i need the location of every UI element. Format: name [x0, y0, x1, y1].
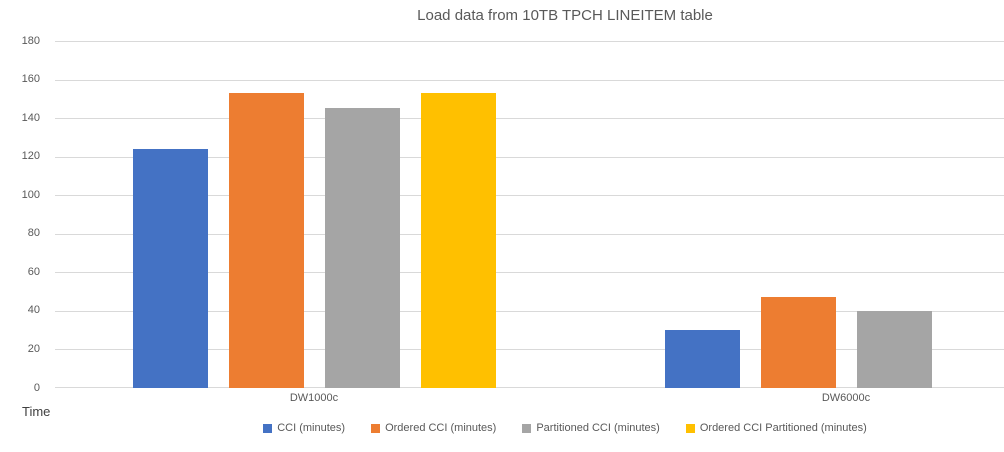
x-tick-label-dw1000c: DW1000c: [289, 392, 339, 404]
legend: CCI (minutes) Ordered CCI (minutes) Partit…: [126, 422, 1004, 434]
legend-label: Partitioned CCI (minutes): [536, 422, 660, 434]
gridline: [55, 272, 1004, 274]
y-tick-label: 100: [21, 188, 40, 201]
gridline: [55, 233, 1004, 235]
gridline: [55, 79, 1004, 81]
x-tick-label-dw6000c: DW6000c: [821, 392, 871, 404]
gridline: [55, 118, 1004, 120]
gridline: [55, 349, 1004, 351]
legend-swatch-icon: [685, 423, 695, 433]
y-tick-label: 160: [21, 73, 40, 86]
y-tick-label: 140: [21, 111, 40, 124]
axis-title-time: Time: [22, 404, 51, 419]
legend-label: Ordered CCI Partitioned (minutes): [699, 422, 867, 434]
gridline: [55, 41, 1004, 42]
legend-item-ordered-cci-partitioned-minutes: Ordered CCI Partitioned (minutes): [685, 422, 867, 434]
y-tick-label: 40: [27, 304, 40, 317]
bar-dw1000c-cci-minutes: [132, 148, 208, 388]
legend-swatch-icon: [522, 423, 532, 433]
gridline: [55, 387, 1004, 388]
legend-item-ordered-cci-minutes: Ordered CCI (minutes): [371, 422, 496, 434]
bar-dw1000c-ordered-cci-minutes: [228, 93, 304, 388]
gridline: [55, 310, 1004, 312]
gridline: [55, 195, 1004, 197]
legend-swatch-icon: [371, 423, 381, 433]
bar-dw6000c-partitioned-cci-minutes: [856, 310, 932, 388]
plot-area: [55, 41, 1004, 388]
y-tick-label: 60: [27, 265, 40, 278]
legend-item-partitioned-cci-minutes: Partitioned CCI (minutes): [522, 422, 660, 434]
legend-label: CCI (minutes): [277, 422, 346, 434]
bar-dw1000c-partitioned-cci-minutes: [324, 108, 400, 388]
legend-swatch-icon: [263, 423, 273, 433]
legend-label: Ordered CCI (minutes): [385, 422, 497, 434]
y-tick-label: 20: [27, 342, 40, 355]
y-tick-label: 120: [21, 150, 40, 163]
chart-title: Load data from 10TB TPCH LINEITEM table: [417, 7, 713, 24]
bar-dw1000c-ordered-cci-partitioned-minutes: [420, 93, 496, 388]
bar-dw6000c-cci-minutes: [664, 330, 740, 388]
gridline: [55, 156, 1004, 158]
y-tick-label: 0: [33, 381, 40, 394]
legend-item-cci-minutes: CCI (minutes): [263, 422, 345, 434]
y-tick-label: 180: [21, 34, 40, 47]
y-tick-label: 80: [27, 227, 40, 240]
bar-dw6000c-ordered-cci-minutes: [760, 297, 836, 388]
